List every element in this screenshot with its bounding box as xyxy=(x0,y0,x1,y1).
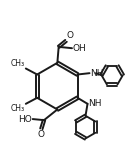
Text: CH₃: CH₃ xyxy=(11,104,25,113)
Text: NH: NH xyxy=(90,69,103,78)
Text: OH: OH xyxy=(72,44,86,53)
Text: O: O xyxy=(67,31,74,41)
Text: CH₃: CH₃ xyxy=(11,59,25,68)
Text: HO: HO xyxy=(18,115,32,124)
Text: NH: NH xyxy=(88,99,102,108)
Text: O: O xyxy=(38,130,45,139)
